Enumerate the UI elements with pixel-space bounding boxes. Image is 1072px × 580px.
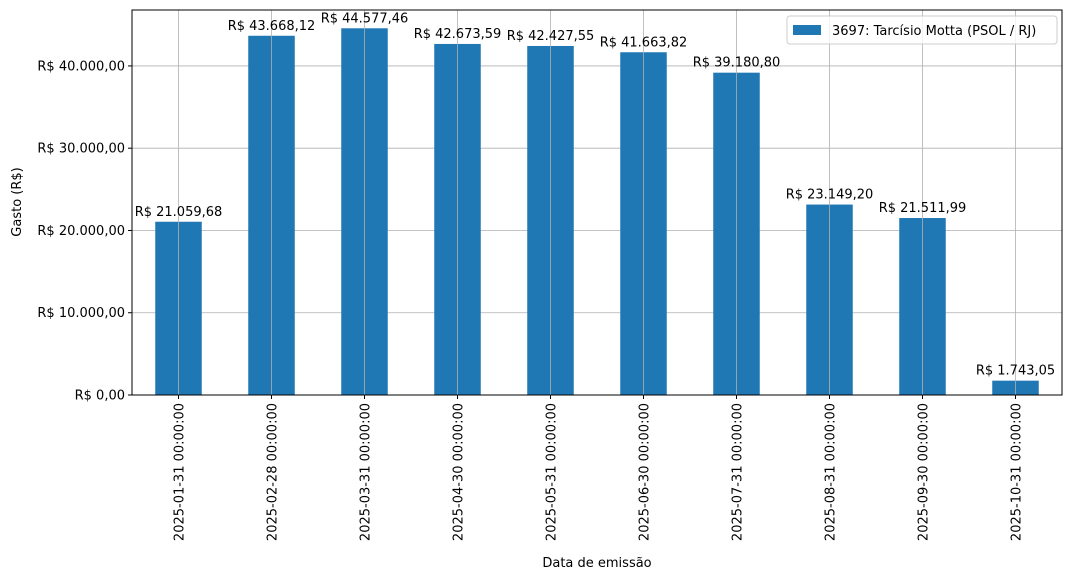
data-label: R$ 21.511,99 [879, 201, 967, 216]
data-label: R$ 43.668,12 [228, 19, 316, 34]
data-label: R$ 39.180,80 [693, 56, 781, 71]
x-axis-label: Data de emissão [542, 556, 651, 571]
x-tick-label: 2025-10-31 00:00:00 [1010, 403, 1025, 541]
data-label: R$ 23.149,20 [786, 188, 874, 203]
x-tick-label: 2025-09-30 00:00:00 [917, 403, 932, 541]
data-label: R$ 44.577,46 [321, 11, 409, 26]
y-axis-label: Gasto (R$) [10, 167, 25, 236]
y-tick-label: R$ 40.000,00 [37, 59, 125, 74]
data-label: R$ 41.663,82 [600, 35, 688, 50]
data-label: R$ 42.427,55 [507, 29, 595, 44]
x-tick-label: 2025-01-31 00:00:00 [173, 403, 188, 541]
vertical-grid [178, 10, 1016, 395]
y-tick-label: R$ 30.000,00 [37, 142, 125, 157]
x-tick-label: 2025-08-31 00:00:00 [824, 403, 839, 541]
x-tick-label: 2025-04-30 00:00:00 [452, 403, 467, 541]
x-tick-label: 2025-02-28 00:00:00 [266, 403, 281, 541]
legend: 3697: Tarcísio Motta (PSOL / RJ) [786, 15, 1058, 45]
legend-frame [786, 15, 1058, 45]
data-label: R$ 21.059,68 [135, 205, 223, 220]
data-labels: R$ 21.059,68 R$ 43.668,12 R$ 44.577,46 R$ 4… [135, 11, 1055, 378]
x-tick-label: 2025-05-31 00:00:00 [545, 403, 560, 541]
data-label: R$ 1.743,05 [976, 364, 1055, 379]
x-tick-label: 2025-07-31 00:00:00 [731, 403, 746, 541]
legend-label: 3697: Tarcísio Motta (PSOL / RJ) [832, 24, 1036, 39]
y-tick-label: R$ 20.000,00 [37, 224, 125, 239]
y-tick-label: R$ 0,00 [75, 389, 125, 404]
legend-swatch [793, 25, 821, 35]
x-tick-label: 2025-03-31 00:00:00 [359, 403, 374, 541]
ticks: R$ 0,00 R$ 10.000,00 R$ 20.000,00 R$ 30.000… [37, 59, 1024, 541]
x-tick-label: 2025-06-30 00:00:00 [638, 403, 653, 541]
axes-frame [131, 9, 1063, 396]
y-tick-label: R$ 10.000,00 [37, 306, 125, 321]
data-label: R$ 42.673,59 [414, 27, 502, 42]
